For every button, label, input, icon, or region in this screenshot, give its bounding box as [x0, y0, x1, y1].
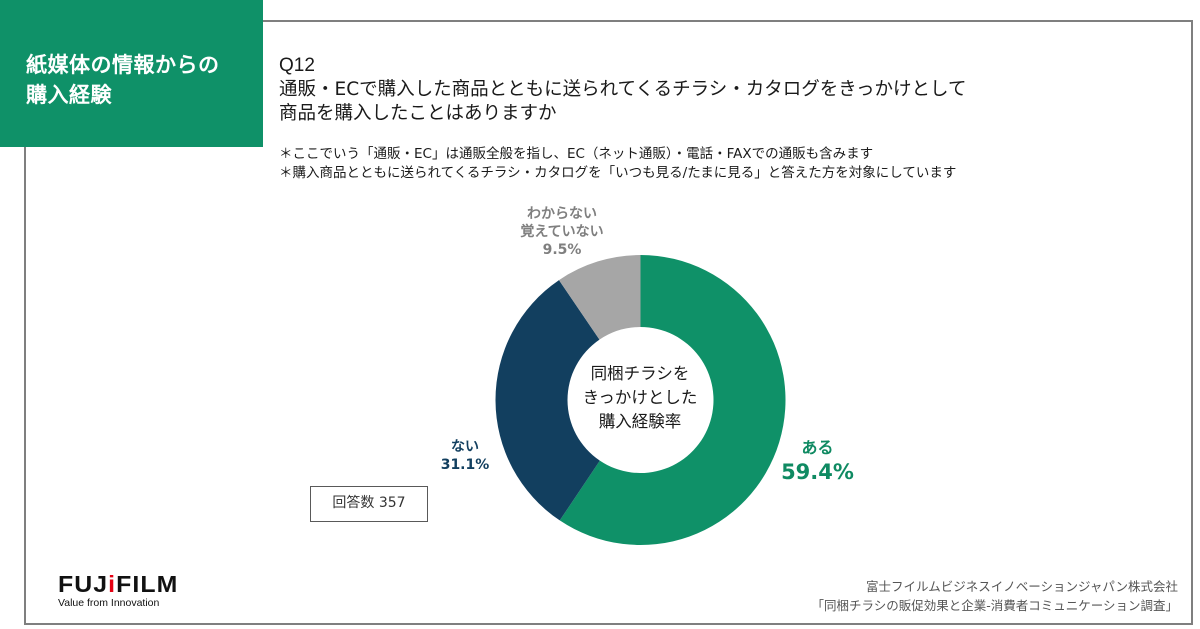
- section-title-line2: 購入経験: [26, 83, 112, 107]
- logo-wordmark: FUJiFILM: [58, 572, 178, 596]
- slice-label-no-name: ない: [451, 439, 479, 455]
- slice-label-yes: ある 59.4%: [770, 437, 865, 485]
- source-line1: 富士フイルムビジネスイノベーションジャパン株式会社: [865, 579, 1178, 594]
- source-credit: 富士フイルムビジネスイノベーションジャパン株式会社 「同梱チラシの販促効果と企業…: [811, 577, 1178, 615]
- question-text-line2: 商品を購入したことはありますか: [279, 103, 557, 124]
- section-title: 紙媒体の情報からの 購入経験: [26, 50, 263, 110]
- slice-label-yes-name: ある: [801, 438, 834, 457]
- slice-value-no: 31.1%: [440, 457, 490, 473]
- logo-tagline: Value from Innovation: [58, 597, 160, 609]
- donut-slice-yes: [559, 255, 786, 545]
- center-label-line1: 同梱チラシを: [590, 364, 690, 383]
- slice-label-unknown-line1: わからない: [527, 206, 597, 222]
- note-2: ＊購入商品とともに送られてくるチラシ・カタログを「いつも見る/たまに見る」と答え…: [279, 165, 957, 181]
- question-number: Q12: [279, 55, 315, 76]
- source-line2: 「同梱チラシの販促効果と企業-消費者コミュニケーション調査」: [811, 598, 1178, 613]
- notes: ＊ここでいう「通販・EC」は通販全般を指し、EC（ネット通販）・電話・FAXでの…: [279, 145, 956, 183]
- logo-word-part1: FUJ: [58, 571, 109, 597]
- center-label-line3: 購入経験率: [598, 412, 682, 431]
- note-1: ＊ここでいう「通販・EC」は通販全般を指し、EC（ネット通販）・電話・FAXでの…: [279, 146, 874, 162]
- donut-slice-unknown: [558, 255, 641, 340]
- slice-label-unknown: わからない 覚えていない 9.5%: [492, 205, 632, 259]
- logo-word-part2: FILM: [116, 571, 179, 597]
- center-label-line2: きっかけとした: [582, 388, 698, 407]
- slide-frame: [24, 20, 1193, 625]
- donut-slice-no: [495, 280, 600, 521]
- section-title-line1: 紙媒体の情報からの: [26, 53, 220, 77]
- fujifilm-logo: FUJiFILM Value from Innovation: [58, 572, 177, 610]
- slice-value-unknown: 9.5%: [542, 242, 582, 258]
- logo-word-mark: i: [108, 571, 117, 597]
- slice-value-yes: 59.4%: [781, 460, 854, 484]
- slice-label-no: ない 31.1%: [420, 438, 510, 474]
- respondent-count: 回答数 357: [310, 486, 428, 522]
- section-header: 紙媒体の情報からの 購入経験: [0, 0, 263, 147]
- question-block: Q12 通販・ECで購入した商品とともに送られてくるチラシ・カタログをきっかけと…: [279, 54, 966, 126]
- donut-center-label: 同梱チラシを きっかけとした 購入経験率: [565, 362, 715, 434]
- slice-label-unknown-line2: 覚えていない: [520, 224, 604, 240]
- question-text-line1: 通販・ECで購入した商品とともに送られてくるチラシ・カタログをきっかけとして: [279, 79, 967, 100]
